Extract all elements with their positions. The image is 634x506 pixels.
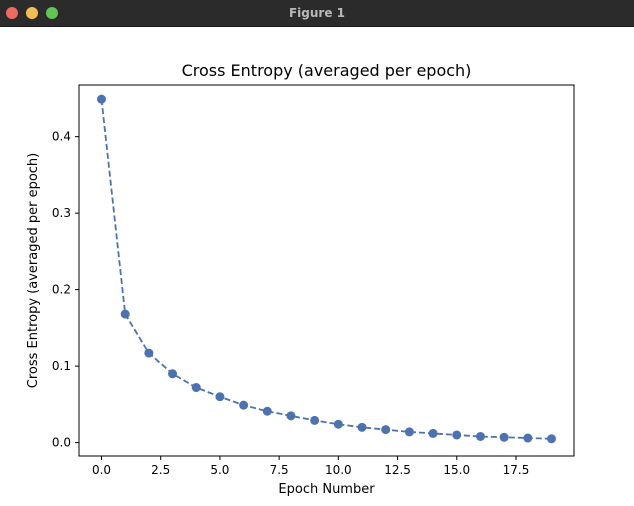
x-tick-label: 12.5 bbox=[384, 463, 411, 477]
y-axis-ticks: 0.0 0.1 0.2 0.3 0.4 bbox=[52, 130, 79, 450]
data-point bbox=[523, 433, 533, 443]
x-axis-label: Epoch Number bbox=[278, 482, 375, 497]
data-point bbox=[452, 430, 462, 440]
chart: Cross Entropy (averaged per epoch) Epoch… bbox=[26, 61, 575, 497]
series-line bbox=[100, 99, 552, 440]
window-title: Figure 1 bbox=[288, 6, 346, 20]
x-tick-label: 10.0 bbox=[325, 463, 352, 477]
x-tick-label: 17.5 bbox=[503, 463, 530, 477]
data-point bbox=[215, 392, 225, 402]
data-point bbox=[381, 425, 391, 435]
data-point bbox=[357, 422, 367, 432]
chart-title: Cross Entropy (averaged per epoch) bbox=[182, 61, 472, 80]
minimize-button[interactable] bbox=[26, 7, 38, 19]
y-tick-label: 0.4 bbox=[52, 130, 71, 144]
data-point bbox=[191, 383, 201, 393]
data-point bbox=[499, 432, 509, 442]
data-point bbox=[475, 431, 485, 441]
x-tick-label: 2.5 bbox=[151, 463, 170, 477]
data-point bbox=[404, 427, 414, 437]
figure-canvas: Cross Entropy (averaged per epoch) Epoch… bbox=[0, 27, 634, 502]
data-point bbox=[168, 369, 178, 379]
data-point bbox=[286, 411, 296, 421]
x-tick-label: 5.0 bbox=[210, 463, 229, 477]
data-point bbox=[97, 94, 106, 104]
y-tick-label: 0.2 bbox=[52, 283, 71, 297]
data-point bbox=[120, 309, 130, 319]
y-axis-label: Cross Entropy (averaged per epoch) bbox=[26, 153, 41, 388]
y-tick-label: 0.0 bbox=[52, 436, 71, 450]
x-tick-label: 0.0 bbox=[92, 463, 111, 477]
window-titlebar: Figure 1 bbox=[0, 0, 634, 27]
data-point bbox=[310, 415, 320, 425]
zoom-button[interactable] bbox=[46, 7, 58, 19]
data-point bbox=[262, 406, 272, 416]
y-tick-label: 0.3 bbox=[52, 206, 71, 220]
data-point bbox=[547, 434, 556, 444]
axes-frame bbox=[78, 84, 575, 457]
data-point bbox=[333, 419, 343, 429]
close-button[interactable] bbox=[6, 7, 18, 19]
y-tick-label: 0.1 bbox=[52, 359, 71, 373]
x-axis-ticks: 0.0 2.5 5.0 7.5 10.0 12.5 15.0 17.5 bbox=[92, 456, 529, 477]
x-tick-label: 7.5 bbox=[270, 463, 289, 477]
data-point bbox=[428, 428, 438, 438]
data-point bbox=[239, 400, 249, 410]
data-point bbox=[144, 348, 154, 358]
x-tick-label: 15.0 bbox=[443, 463, 470, 477]
